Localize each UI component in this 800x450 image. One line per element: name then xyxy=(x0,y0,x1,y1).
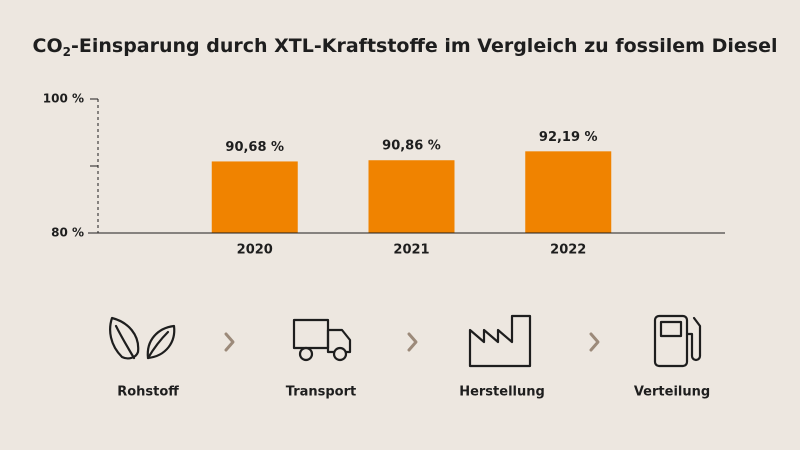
icon-fuel-pump xyxy=(653,314,702,368)
chevron xyxy=(224,332,235,352)
step-label: Herstellung xyxy=(459,385,545,400)
value-label: 90,68 % xyxy=(225,140,284,155)
y-tick-label: 80 % xyxy=(51,226,84,240)
value-label: 90,86 % xyxy=(382,139,441,154)
icon-leaves xyxy=(109,316,176,360)
x-tick-label: 2020 xyxy=(237,243,273,258)
y-tick-label: 100 % xyxy=(43,92,84,106)
title-part: CO xyxy=(33,35,63,57)
step-label: Rohstoff xyxy=(117,385,179,400)
step-label: Verteilung xyxy=(634,385,710,400)
icon-truck xyxy=(292,318,352,362)
bar xyxy=(211,161,298,233)
icon-factory xyxy=(468,314,532,368)
bar xyxy=(368,160,455,233)
chevron xyxy=(589,332,600,352)
bar xyxy=(525,151,612,233)
x-tick-label: 2021 xyxy=(393,243,429,258)
x-tick-label: 2022 xyxy=(550,243,586,258)
step-label: Transport xyxy=(286,385,356,400)
title-subscript: 2 xyxy=(63,45,71,59)
title-part: -Einsparung durch XTL-Kraftstoffe im Ver… xyxy=(71,35,777,57)
value-label: 92,19 % xyxy=(539,130,598,145)
chart-title: CO2-Einsparung durch XTL-Kraftstoffe im … xyxy=(33,35,778,59)
chevron xyxy=(407,332,418,352)
